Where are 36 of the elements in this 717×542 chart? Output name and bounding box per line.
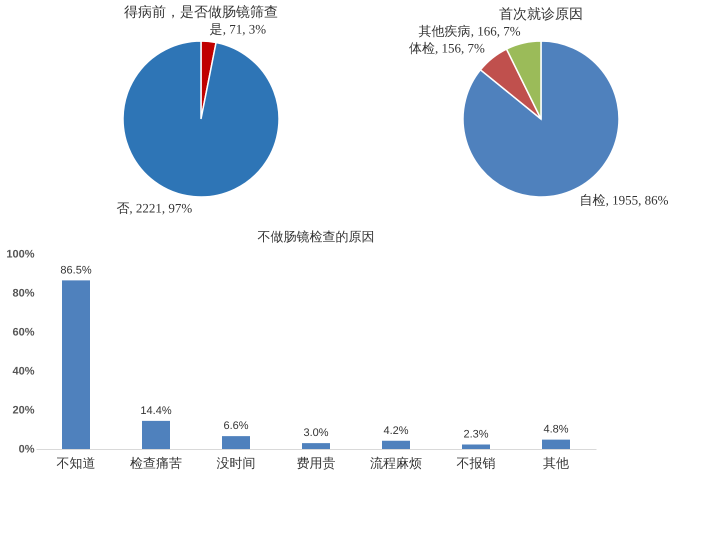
bar — [142, 420, 170, 449]
bar — [222, 436, 250, 449]
x-tick-label: 不知道 — [56, 456, 96, 470]
data-label: 4.2% — [383, 424, 409, 437]
data-label: 2.3% — [463, 428, 489, 441]
x-tick-label: 不报销 — [456, 456, 496, 470]
x-tick-label: 其他 — [543, 456, 569, 470]
slice-label: 否, 2221, 97% — [116, 200, 192, 216]
y-tick-label: 0% — [18, 444, 35, 456]
x-tick-label: 流程麻烦 — [370, 456, 422, 470]
pie-slice — [122, 40, 280, 198]
bar — [542, 440, 570, 449]
y-tick-label: 100% — [6, 248, 35, 260]
slice-label: 其他疾病, 166, 7% — [418, 23, 521, 38]
chart-title: 得病前，是否做肠镜筛查 — [124, 4, 278, 20]
bar — [462, 444, 490, 449]
data-label: 4.8% — [543, 424, 569, 436]
y-tick-label: 20% — [12, 404, 35, 416]
slice-label: 是, 71, 3% — [210, 21, 266, 36]
x-tick-label: 没时间 — [216, 456, 256, 470]
data-label: 6.6% — [223, 420, 249, 432]
y-tick-label: 40% — [12, 366, 35, 378]
bar — [302, 443, 330, 449]
slice-label: 体检, 156, 7% — [409, 40, 486, 56]
chart-title: 不做肠镜检查的原因 — [258, 229, 374, 244]
bar — [382, 440, 410, 449]
chart-title: 首次就诊原因 — [499, 6, 583, 22]
x-tick-label: 检查痛苦 — [130, 456, 182, 470]
slice-label: 自检, 1955, 86% — [580, 192, 669, 208]
y-tick-label: 60% — [12, 326, 35, 338]
bar — [62, 280, 90, 449]
data-label: 14.4% — [140, 404, 172, 417]
x-tick-label: 费用贵 — [296, 456, 336, 470]
y-tick-label: 80% — [12, 288, 35, 300]
data-label: 86.5% — [60, 264, 92, 276]
data-label: 3.0% — [303, 427, 329, 440]
